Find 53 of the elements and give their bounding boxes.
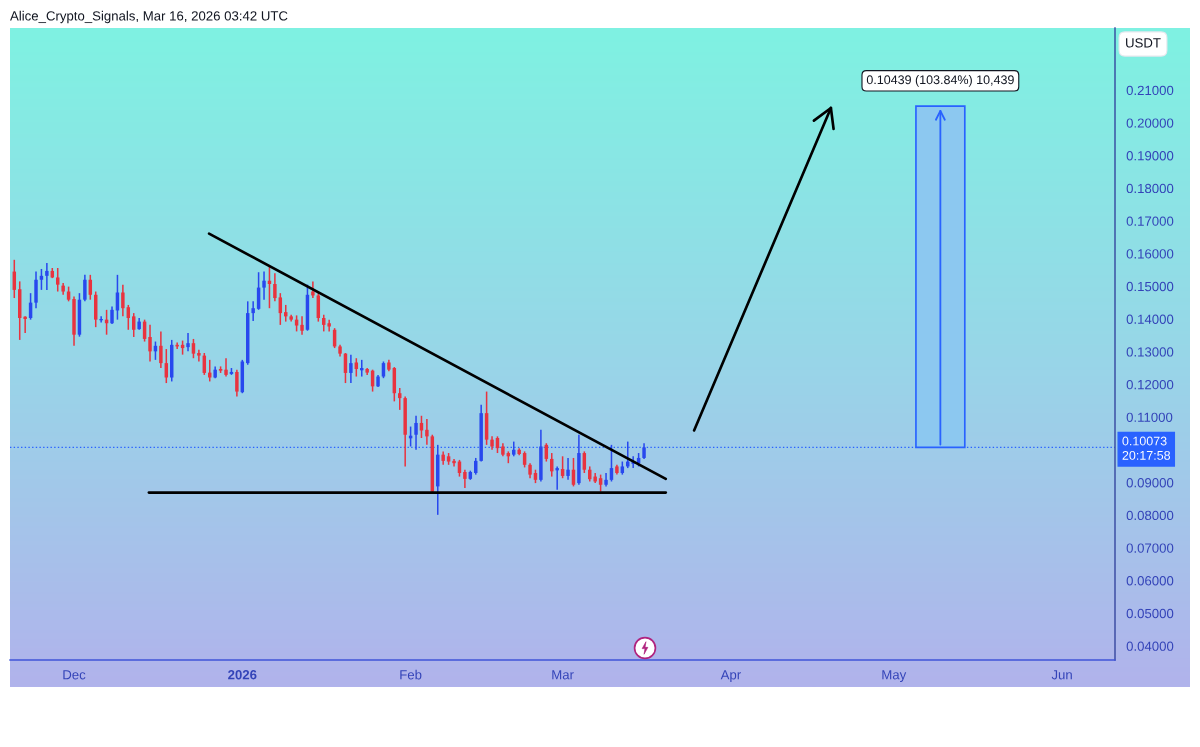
y-tick-label: 0.16000 — [1126, 249, 1174, 259]
y-tick-label: 0.08000 — [1126, 510, 1174, 521]
candlestick — [224, 357, 228, 378]
candlestick — [83, 274, 87, 303]
y-tick-label: 0.21000 — [1126, 85, 1174, 96]
candlestick — [452, 458, 456, 468]
y-tick-label: 0.13000 — [1126, 347, 1174, 357]
y-tick-label: 0.07000 — [1126, 543, 1174, 553]
y-tick-label: 0.14000 — [1126, 314, 1174, 324]
candlestick — [121, 283, 125, 318]
candlestick — [148, 324, 152, 363]
candlestick — [34, 270, 38, 309]
y-tick-label: 0.18000 — [1126, 183, 1174, 194]
y-tick-label: 0.06000 — [1126, 576, 1174, 586]
y-tick-label: 0.05000 — [1126, 608, 1174, 619]
y-tick-label: 0.12000 — [1126, 379, 1174, 390]
candlestick — [23, 315, 27, 334]
candlestick — [251, 300, 255, 322]
x-tick-label: May — [882, 670, 907, 683]
data-label: 0.10439 (103.84%) 10,439 — [866, 74, 1014, 87]
y-tick-label: 0.19000 — [1126, 151, 1174, 161]
x-tick-label: Feb — [400, 669, 422, 680]
y-tick-label: 0.09000 — [1126, 478, 1174, 488]
candlestick — [164, 348, 169, 384]
x-tick-label: Mar — [552, 670, 574, 680]
candlestick — [55, 267, 60, 293]
y-axis-title: USDT — [1126, 38, 1161, 48]
candlestick — [425, 418, 429, 446]
candlestick — [463, 468, 467, 489]
x-tick-label: Apr — [720, 670, 741, 683]
x-tick-label: Jun — [1051, 670, 1072, 680]
candlestick — [159, 330, 163, 369]
candlestick — [555, 465, 559, 491]
candlestick — [414, 415, 418, 451]
candlestick — [349, 353, 353, 384]
candlestick — [186, 332, 190, 353]
ref-line-label: 0.10073 20:17:58 — [1122, 436, 1171, 460]
y-tick-label: 0.04000 — [1126, 641, 1174, 651]
candlestick — [45, 262, 49, 291]
y-tick-label: 0.17000 — [1126, 216, 1174, 226]
candlestick — [273, 272, 277, 303]
x-tick-label: Dec — [63, 670, 86, 680]
candlestick — [235, 368, 239, 398]
chart-title: Alice_Crypto_Signals, Mar 16, 2026 03:42 UTC — [10, 10, 288, 24]
y-tick-label: 0.11000 — [1126, 412, 1173, 422]
candlestick — [566, 457, 570, 481]
candlestick — [262, 270, 266, 301]
candlestick — [354, 357, 359, 378]
y-tick-label: 0.20000 — [1126, 118, 1174, 128]
candlestick — [300, 315, 304, 336]
candlestick — [191, 338, 196, 359]
x-tick-label: 2026 — [228, 670, 257, 680]
y-tick-label: 0.15000 — [1126, 281, 1174, 292]
